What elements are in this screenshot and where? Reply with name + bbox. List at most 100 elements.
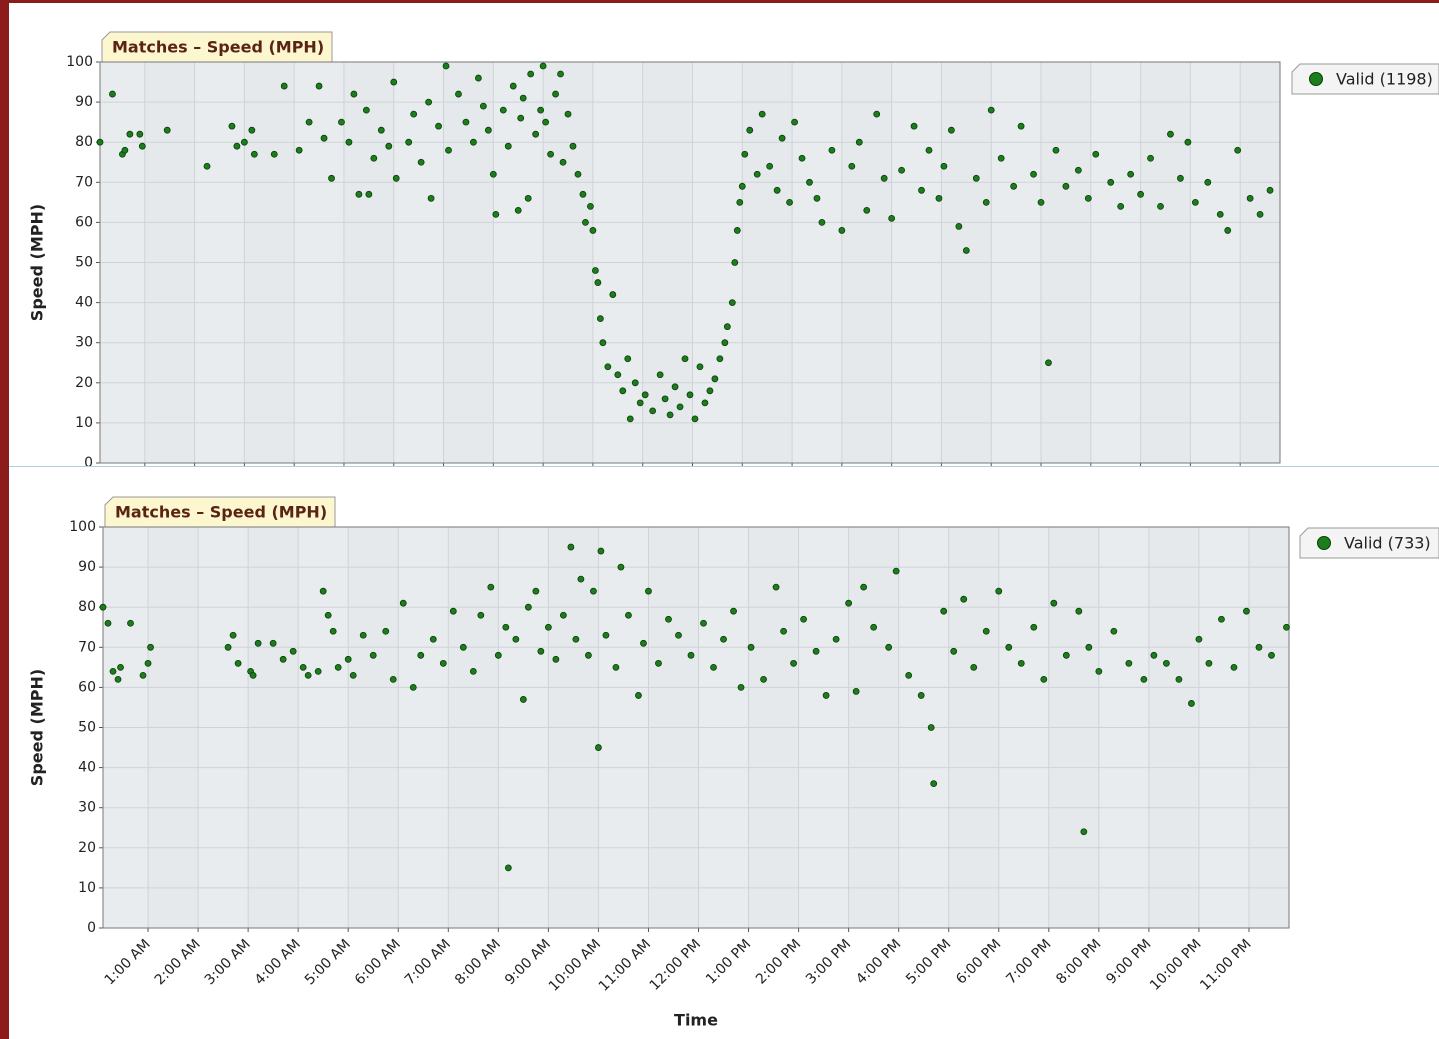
point — [625, 611, 632, 619]
point — [409, 684, 417, 691]
point — [499, 106, 507, 114]
point — [1052, 146, 1060, 154]
y-tick-label: 80 — [75, 134, 93, 150]
point — [612, 663, 620, 671]
point — [706, 387, 714, 395]
y-tick-label: 50 — [78, 720, 96, 736]
point — [691, 415, 699, 423]
point — [1117, 202, 1125, 210]
point — [439, 659, 447, 667]
y-tick-label: 40 — [75, 295, 93, 311]
point — [299, 663, 307, 671]
point — [910, 122, 918, 130]
point — [328, 174, 335, 182]
y-tick-label: 30 — [78, 800, 96, 816]
point — [753, 170, 761, 178]
y-tick-label: 90 — [78, 559, 96, 575]
point — [514, 206, 522, 214]
point — [279, 655, 287, 663]
y-tick-label: 30 — [75, 335, 93, 351]
point — [671, 383, 679, 391]
point — [250, 150, 258, 158]
point — [624, 355, 632, 363]
point — [940, 607, 948, 615]
point — [1085, 643, 1093, 651]
point — [524, 194, 532, 202]
point — [1110, 627, 1118, 635]
point — [599, 339, 607, 347]
point — [730, 607, 737, 615]
point — [1184, 138, 1192, 146]
point — [345, 138, 353, 146]
point — [728, 299, 736, 307]
point — [1191, 198, 1199, 206]
y-axis-label: Speed (MPH) — [28, 204, 47, 321]
point — [492, 210, 500, 218]
point — [1157, 202, 1164, 210]
legend-marker — [1309, 72, 1323, 86]
point — [512, 635, 520, 643]
point — [592, 267, 599, 274]
point — [532, 587, 540, 595]
point — [474, 74, 482, 82]
point — [733, 227, 741, 234]
point — [334, 663, 342, 671]
point — [429, 635, 437, 643]
point — [955, 223, 963, 230]
point — [778, 134, 786, 142]
point — [324, 611, 332, 619]
frame-top — [0, 0, 1439, 3]
point — [487, 583, 495, 591]
point — [930, 780, 938, 788]
y-tick-label: 50 — [75, 255, 93, 271]
point — [972, 174, 980, 182]
point — [701, 399, 709, 407]
point — [645, 587, 652, 595]
point — [736, 198, 744, 206]
point — [737, 684, 745, 691]
point — [1283, 623, 1290, 631]
point — [269, 639, 277, 647]
point — [1045, 359, 1052, 367]
point — [1224, 227, 1232, 234]
y-tick-label: 20 — [75, 375, 93, 391]
point — [665, 615, 672, 623]
point — [138, 142, 146, 150]
point — [484, 126, 492, 134]
point — [280, 82, 288, 90]
point — [304, 671, 312, 679]
point — [845, 599, 853, 607]
point — [527, 70, 535, 78]
point — [852, 688, 860, 695]
point — [731, 259, 739, 266]
point — [417, 158, 425, 166]
point — [489, 170, 497, 178]
point — [233, 142, 241, 150]
point — [369, 651, 377, 659]
point — [602, 631, 610, 639]
point — [385, 142, 393, 150]
point — [666, 411, 674, 419]
point — [582, 218, 589, 226]
top-panel: Matches – Speed (MPH) 0 10 20 30 40 50 60 70 80 90… — [28, 31, 1439, 471]
plot-border — [99, 61, 1281, 464]
point — [772, 583, 780, 591]
point — [147, 643, 154, 651]
point — [519, 94, 527, 102]
point — [96, 138, 104, 146]
point — [818, 218, 826, 226]
point — [234, 659, 242, 667]
point — [1075, 607, 1083, 615]
point — [399, 599, 407, 607]
point — [1268, 651, 1275, 659]
y-tick-label: 60 — [78, 679, 96, 695]
point — [114, 675, 122, 683]
point — [927, 724, 935, 731]
point — [812, 647, 820, 655]
point — [504, 142, 512, 150]
point — [355, 190, 363, 198]
point — [577, 575, 585, 583]
point — [126, 130, 134, 138]
